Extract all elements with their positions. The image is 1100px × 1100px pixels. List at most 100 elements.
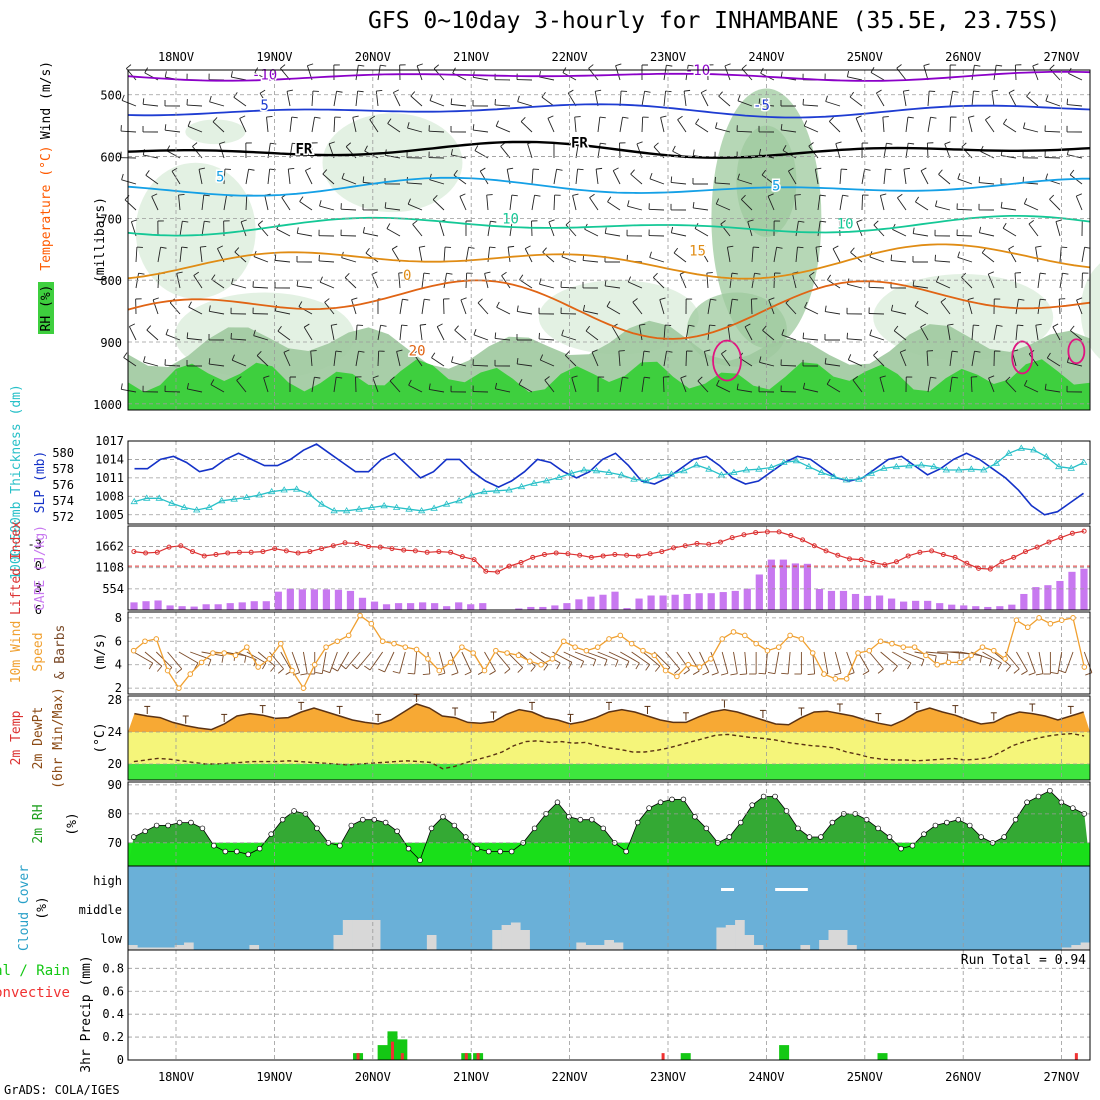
rh2m-marker (337, 842, 343, 849)
rh2m-marker (417, 857, 423, 863)
wind-barb-flag (630, 169, 635, 175)
wind-barb-flag (234, 247, 240, 253)
surface-wind-barb (337, 651, 350, 672)
surface-wind-barb-flag (767, 672, 776, 675)
lifted-index-marker (600, 553, 606, 559)
wind-barb (773, 247, 778, 263)
wind-barb-flag (760, 67, 764, 74)
wind-barb (767, 196, 775, 211)
wind-barb (297, 232, 313, 237)
wind-barb (913, 285, 929, 289)
surface-wind-barb-flag (921, 659, 925, 667)
rh2m-tick: 90 (108, 778, 122, 792)
cape-bar (1080, 568, 1088, 610)
cape-bar (479, 603, 487, 610)
thickness-marker (242, 493, 251, 500)
wind-barb (1028, 223, 1039, 237)
wind-barb-flag (873, 220, 879, 226)
surface-wind-barb (982, 651, 1002, 664)
lifted-index-marker (858, 557, 864, 563)
wind-barb-flag (736, 383, 739, 390)
wind-barb-flag (164, 124, 167, 131)
lifted-index-marker (588, 554, 594, 560)
wind-barb-flag (692, 149, 695, 156)
wind-barb (351, 299, 357, 315)
wind-barb-flag (1023, 122, 1026, 129)
wind-barb (1081, 247, 1086, 263)
wind-barb (460, 299, 467, 315)
rh2m-marker (703, 825, 710, 832)
wind-barb (680, 377, 687, 393)
wind-barb-flag (846, 70, 850, 77)
wind-barb (187, 388, 203, 393)
precip-tick: 0.2 (102, 1030, 124, 1044)
wind-barb-flag (372, 375, 379, 379)
cape-tick: 554 (102, 582, 124, 596)
wind-barb-flag (431, 352, 436, 358)
wind-barb (223, 195, 227, 211)
thickness-marker (605, 468, 613, 475)
wind-barb (780, 364, 797, 367)
wind-barb-flag (507, 167, 514, 170)
thickness-marker (417, 507, 426, 514)
wind-barb-flag (951, 350, 958, 353)
wind-barb-flag (737, 94, 741, 101)
wind-speed-marker (357, 612, 363, 619)
wind-barb-flag (1040, 298, 1047, 301)
rh2m-marker (1012, 816, 1019, 823)
thickness-marker (730, 468, 738, 475)
wind-barb (479, 170, 489, 185)
wind-barb (762, 330, 775, 341)
lifted-index-marker (1081, 528, 1087, 534)
wind-speed-marker (368, 620, 375, 627)
wind-barb (473, 334, 489, 341)
wind-barb (561, 256, 577, 263)
rh2m-marker (394, 828, 400, 834)
li-tick: -3 (28, 537, 42, 551)
wind-barb-flag (319, 276, 323, 283)
wind-speed-marker (821, 671, 827, 677)
wind-barb (949, 116, 951, 133)
wind-barb (565, 224, 577, 237)
surface-wind-barb-flag (997, 662, 1002, 670)
cape-bar (527, 606, 535, 610)
wind-barb-flag (178, 194, 185, 196)
wind-barb (825, 101, 841, 107)
wind-barb (198, 169, 203, 185)
wind-barb-flag (1017, 324, 1024, 327)
wind-barb (385, 207, 401, 211)
thickness-marker (555, 473, 563, 480)
thickness-marker (855, 475, 863, 482)
wind-barb-flag (389, 376, 395, 382)
wind-barb-flag (365, 247, 370, 254)
wind-speed-marker (300, 685, 307, 691)
wind-barb (648, 208, 665, 211)
rh2m-marker (795, 825, 801, 832)
lifted-index-marker (999, 559, 1005, 565)
wind-barb-flag (1039, 272, 1046, 275)
wind-barb (451, 361, 467, 367)
precip-tick: 0.4 (102, 1007, 124, 1021)
contour-label: 5 (260, 98, 268, 114)
wind-barb (694, 228, 709, 237)
cape-bar (130, 602, 138, 610)
wind-barb-flag (453, 169, 458, 176)
rh2m-marker (932, 822, 939, 829)
wind-speed-marker (866, 647, 873, 654)
wind-barb (891, 260, 907, 263)
wind-barb (795, 221, 799, 237)
wind-barb (961, 276, 973, 289)
wind-barb-flag (160, 246, 167, 249)
contour-label: -5 (753, 98, 770, 114)
wind-barb (451, 103, 467, 107)
wind-barb-flag (1008, 245, 1015, 250)
surface-wind-barb-flag (592, 659, 597, 667)
thickness-marker (492, 487, 501, 494)
wind10-label: 10m Wind (9, 621, 24, 684)
lifted-index-marker (764, 529, 770, 535)
dewpt-label: 2m DewPt (31, 707, 46, 770)
wind-barb (396, 351, 401, 367)
wind-barb (236, 380, 247, 393)
lifted-index-marker (377, 544, 383, 550)
wind-barb-flag (636, 141, 643, 145)
